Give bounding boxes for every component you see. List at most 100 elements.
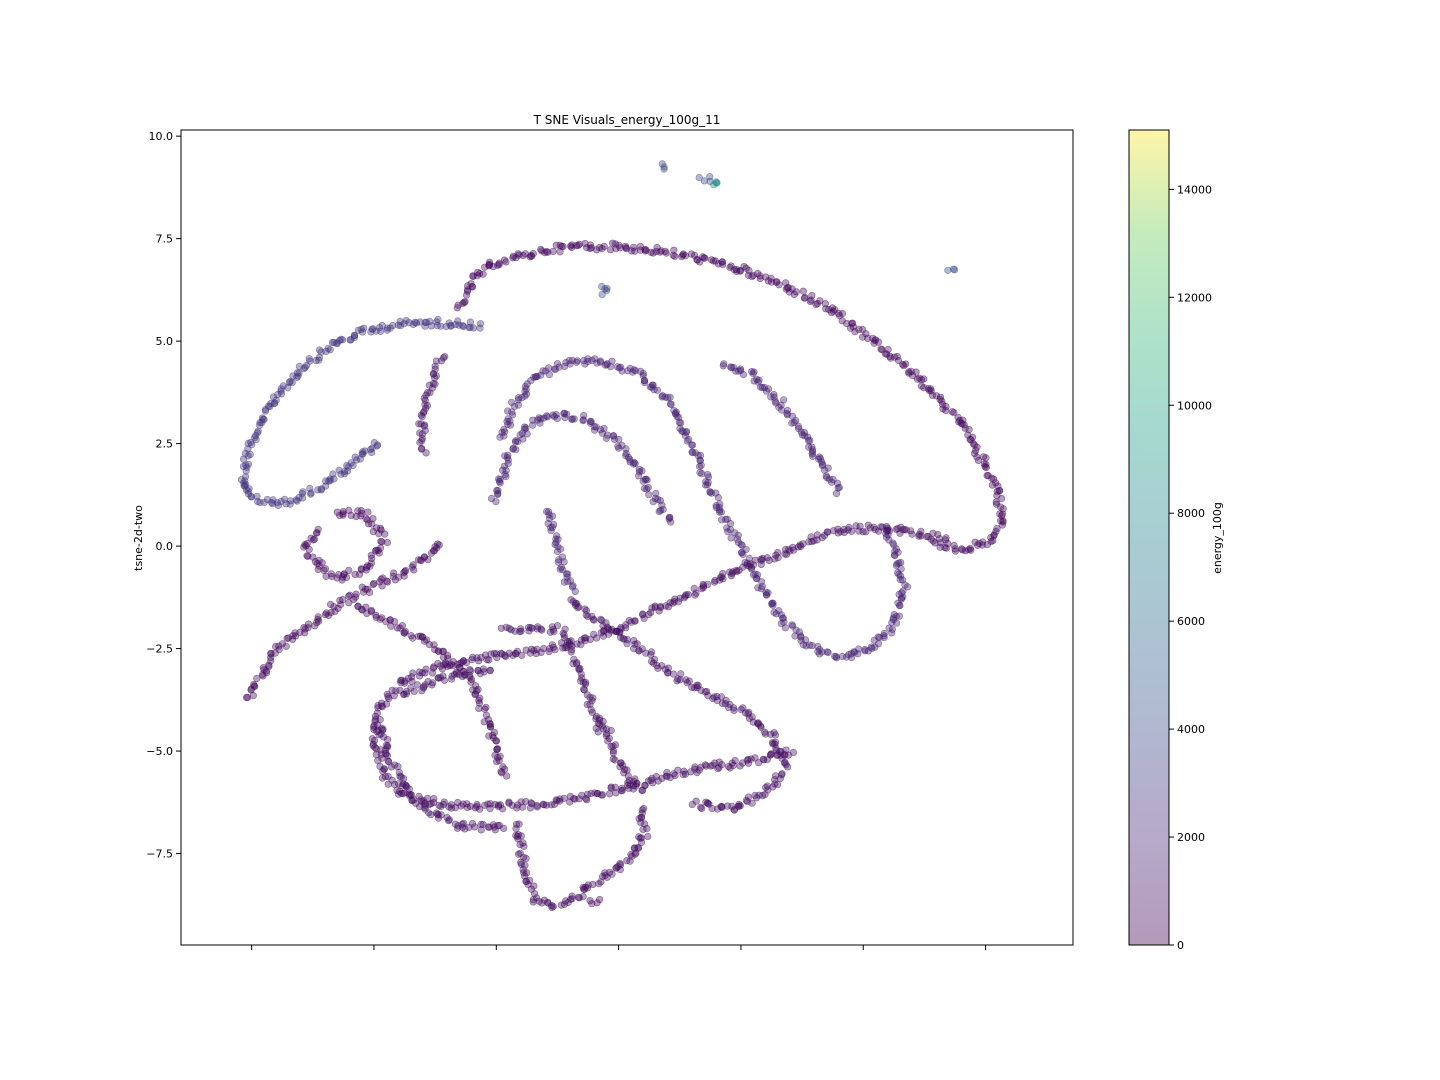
scatter-point — [420, 553, 429, 561]
scatter-point — [520, 872, 529, 880]
point-cluster — [237, 315, 485, 490]
scatter-point — [461, 825, 469, 833]
scatter-point — [607, 627, 615, 635]
scatter-point — [501, 765, 509, 773]
scatter-point — [293, 497, 301, 505]
scatter-point — [592, 724, 600, 733]
scatter-point — [570, 415, 578, 423]
scatter-point — [719, 575, 727, 583]
scatter-point — [893, 353, 901, 361]
scatter-point — [730, 363, 738, 372]
scatter-point — [843, 319, 851, 328]
scatter-point — [493, 745, 501, 754]
scatter-point — [880, 629, 888, 638]
scatter-point — [692, 797, 700, 805]
scatter-point — [367, 445, 375, 454]
scatter-point — [682, 591, 690, 599]
scatter-point — [695, 766, 703, 774]
colorbar-label: energy_100g — [1211, 502, 1224, 574]
scatter-point — [664, 394, 672, 402]
scatter-point — [401, 627, 410, 636]
scatter-point — [618, 786, 627, 795]
scatter-point — [616, 633, 625, 642]
scatter-point — [669, 670, 678, 678]
scatter-point — [512, 824, 520, 833]
scatter-point — [508, 398, 516, 406]
scatter-point — [599, 717, 607, 726]
scatter-point — [888, 625, 897, 633]
scatter-point — [539, 644, 548, 653]
scatter-point — [751, 754, 759, 762]
scatter-point — [779, 614, 787, 622]
scatter-point — [475, 696, 483, 705]
scatter-point — [593, 359, 601, 367]
scatter-point — [532, 373, 540, 381]
scatter-point — [372, 546, 381, 554]
scatter-point — [512, 254, 520, 262]
scatter-point — [399, 789, 407, 798]
scatter-point — [715, 758, 723, 766]
scatter-point — [647, 608, 655, 617]
scatter-point — [425, 381, 434, 389]
scatter-point — [944, 539, 952, 548]
scatter-point — [481, 705, 489, 713]
scatter-point — [874, 338, 883, 346]
scatter-point — [676, 676, 684, 684]
scatter-point — [384, 692, 392, 701]
scatter-point — [551, 365, 560, 373]
scatter-point — [745, 714, 754, 722]
colorbar-tick-label: 8000 — [1177, 507, 1205, 520]
scatter-point — [624, 779, 632, 787]
scatter-point — [430, 547, 438, 555]
scatter-point — [549, 643, 558, 651]
scatter-point — [640, 379, 649, 387]
scatter-point — [320, 566, 328, 574]
scatter-point — [477, 820, 485, 829]
scatter-point — [413, 681, 422, 689]
scatter-point — [568, 895, 576, 903]
scatter-point — [383, 538, 392, 547]
scatter-point — [728, 759, 736, 767]
scatter-point — [396, 317, 404, 326]
scatter-point — [630, 844, 638, 852]
scatter-point — [580, 634, 589, 642]
scatter-point — [581, 239, 589, 248]
scatter-point — [369, 515, 377, 523]
scatter-point — [422, 318, 430, 326]
scatter-point — [917, 532, 925, 540]
scatter-point — [718, 761, 726, 769]
scatter-point — [606, 246, 615, 254]
scatter-point — [568, 415, 576, 423]
scatter-point — [538, 626, 546, 634]
scatter-point — [324, 611, 333, 619]
scatter-point — [896, 601, 904, 610]
scatter-point — [544, 248, 552, 256]
scatter-point — [730, 704, 738, 712]
scatter-point — [737, 367, 745, 375]
scatter-point — [576, 664, 584, 673]
scatter-point — [583, 691, 591, 699]
scatter-point — [650, 655, 659, 664]
scatter-point — [326, 346, 334, 354]
scatter-point — [482, 711, 491, 719]
scatter-point — [603, 284, 611, 292]
scatter-point — [504, 451, 512, 459]
scatter-point — [762, 591, 771, 599]
scatter-point — [603, 287, 611, 295]
scatter-point — [417, 420, 425, 428]
scatter-point — [778, 771, 786, 779]
scatter-point — [824, 648, 832, 657]
scatter-point — [496, 475, 504, 483]
scatter-point — [579, 892, 587, 901]
point-cluster — [374, 715, 508, 834]
scatter-point — [529, 250, 537, 258]
scatter-point — [813, 300, 822, 308]
scatter-point — [521, 425, 529, 433]
y-tick-label: −7.5 — [146, 848, 173, 861]
scatter-point — [573, 357, 581, 365]
scatter-point — [855, 325, 863, 334]
scatter-point — [651, 602, 659, 610]
scatter-point — [345, 506, 353, 515]
scatter-point — [330, 603, 338, 611]
scatter-point — [737, 540, 745, 549]
